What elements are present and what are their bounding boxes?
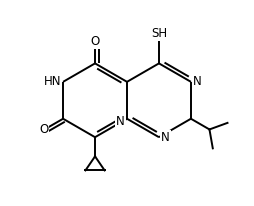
Text: O: O xyxy=(90,35,100,48)
Text: N: N xyxy=(161,131,170,144)
Text: N: N xyxy=(116,116,125,129)
Text: N: N xyxy=(193,75,202,88)
Text: HN: HN xyxy=(43,75,61,88)
Text: O: O xyxy=(39,123,49,136)
Text: SH: SH xyxy=(151,27,167,40)
